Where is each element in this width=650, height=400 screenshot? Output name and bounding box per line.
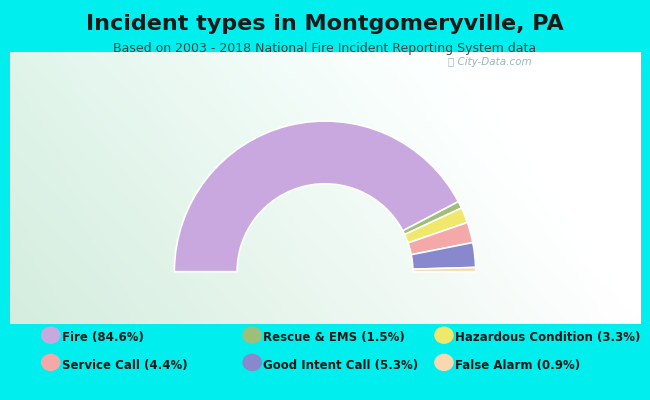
Text: Good Intent Call (5.3%): Good Intent Call (5.3%) (263, 359, 419, 372)
Wedge shape (405, 208, 467, 243)
Wedge shape (413, 268, 476, 272)
Text: ⓘ City-Data.com: ⓘ City-Data.com (448, 58, 532, 68)
Text: Based on 2003 - 2018 National Fire Incident Reporting System data: Based on 2003 - 2018 National Fire Incid… (114, 42, 536, 55)
Text: Service Call (4.4%): Service Call (4.4%) (62, 359, 187, 372)
Text: Incident types in Montgomeryville, PA: Incident types in Montgomeryville, PA (86, 14, 564, 34)
Text: Fire (84.6%): Fire (84.6%) (62, 332, 144, 344)
Text: Hazardous Condition (3.3%): Hazardous Condition (3.3%) (455, 332, 640, 344)
Wedge shape (411, 242, 476, 269)
Text: False Alarm (0.9%): False Alarm (0.9%) (455, 359, 580, 372)
Wedge shape (174, 121, 458, 272)
Text: Rescue & EMS (1.5%): Rescue & EMS (1.5%) (263, 332, 405, 344)
Wedge shape (408, 222, 473, 255)
Wedge shape (403, 202, 462, 234)
